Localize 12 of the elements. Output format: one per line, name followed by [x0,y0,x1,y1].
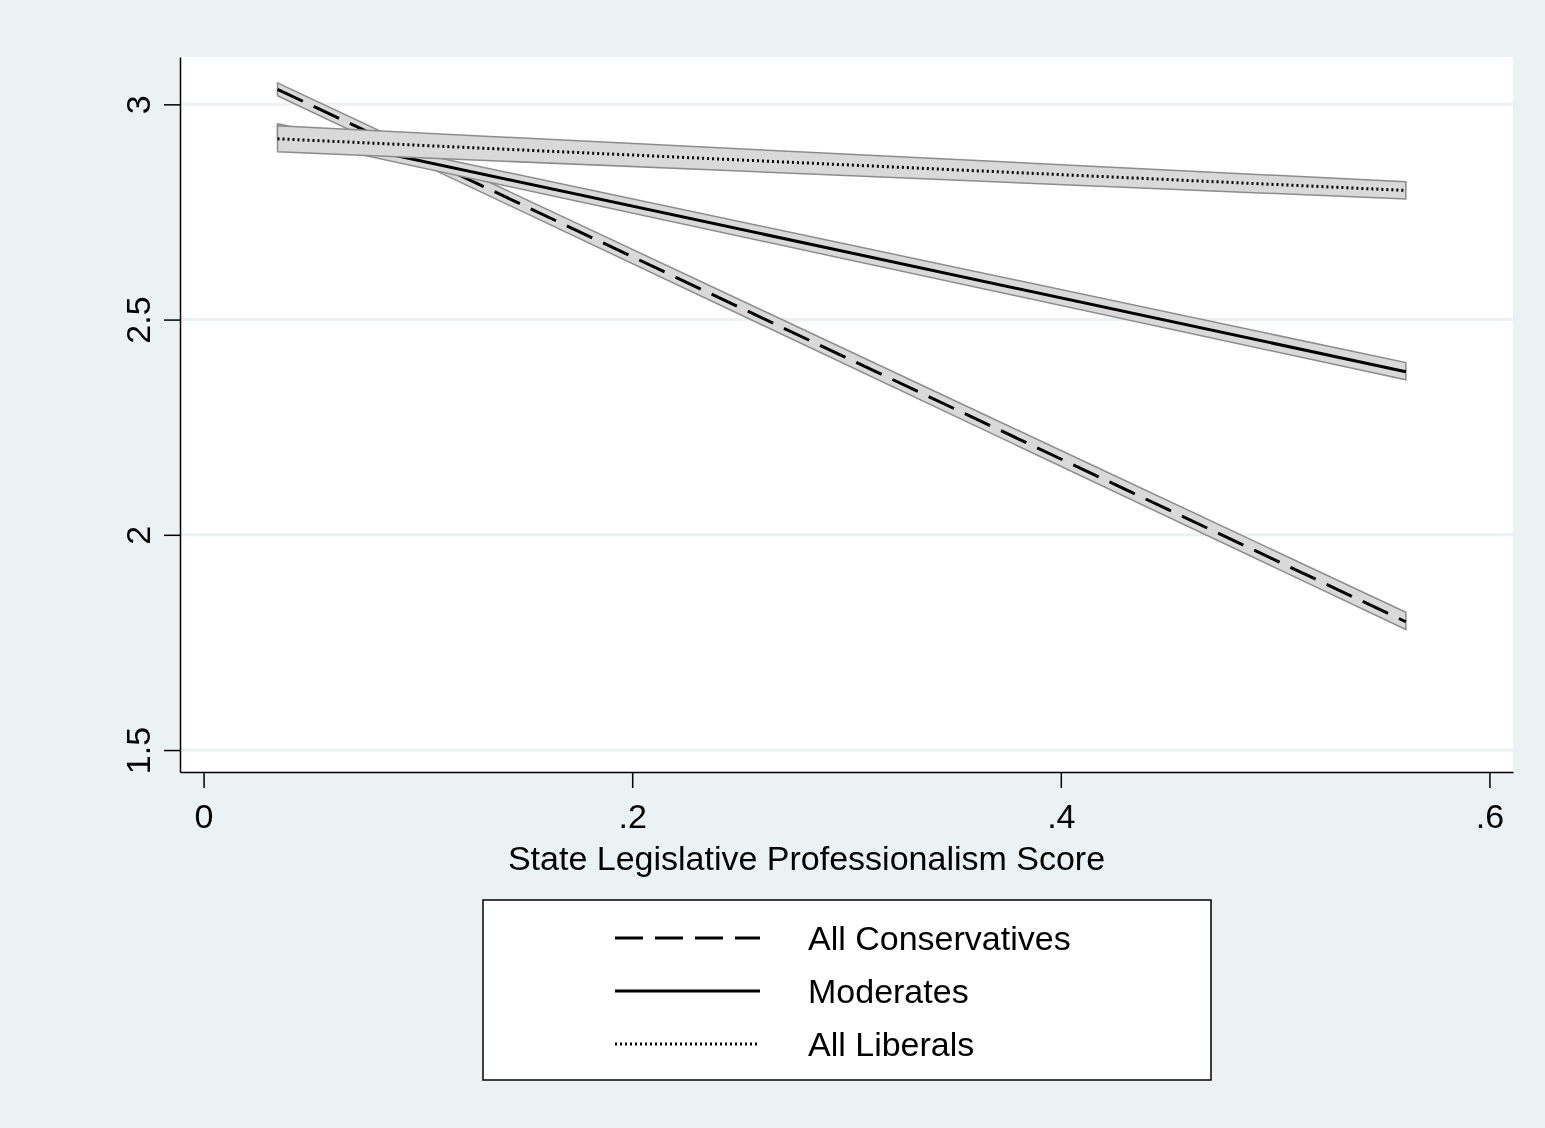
y-tick-label: 3 [119,95,157,115]
x-tick-label: .2 [618,797,647,836]
legend-label: All Conservatives [808,919,1071,957]
legend-label: Moderates [808,972,969,1010]
legend-label: All Liberals [808,1025,975,1063]
y-tick-label: 1.5 [119,726,157,775]
x-tick-label: 0 [194,797,214,836]
y-tick-label: 2.5 [119,296,157,344]
y-tick-label: 2 [119,525,157,545]
x-tick-label: .4 [1047,797,1076,836]
x-axis-title: State Legislative Professionalism Score [507,839,1106,877]
x-tick-label: .6 [1475,797,1505,836]
